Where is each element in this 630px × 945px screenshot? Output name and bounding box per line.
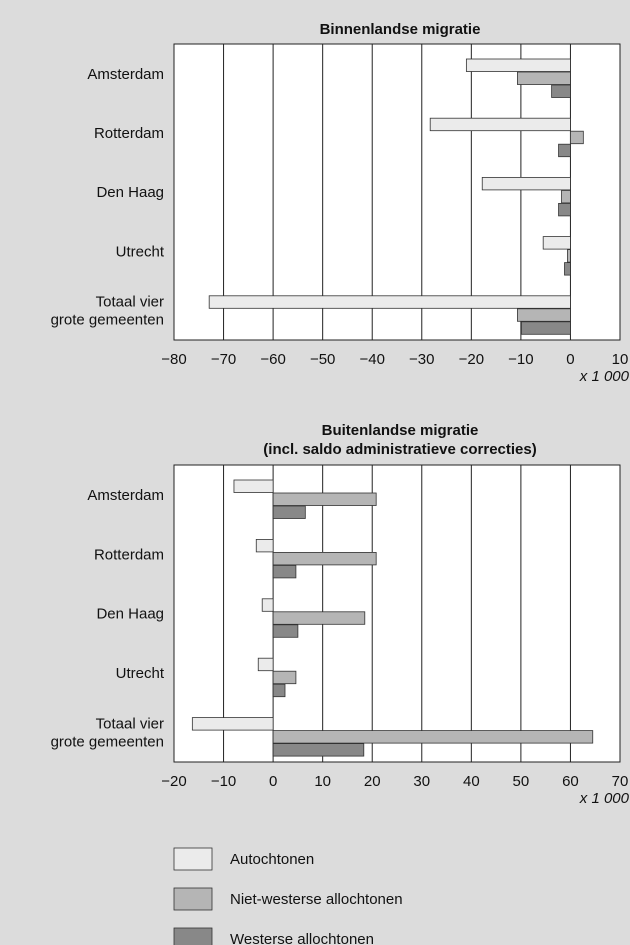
bar [261,598,274,612]
plot-area [174,44,620,340]
bar [272,730,594,744]
x-tick-label: −10 [508,351,533,368]
bar [564,262,571,276]
bar [233,479,274,493]
chart-title: Binnenlandse migratie [320,21,481,38]
bar [272,492,377,506]
bar [517,308,571,322]
x-unit: x 1 000 [579,790,630,807]
legend-swatch [173,927,213,945]
x-tick-label: −20 [161,773,186,790]
bar [551,84,571,98]
bar [257,657,274,672]
category-label: Den Haag [96,606,164,623]
bar [272,743,365,757]
bar [272,624,299,638]
x-tick-label: 50 [513,773,530,790]
x-tick-label: 40 [463,773,480,790]
bar [517,71,571,85]
category-label: Amsterdam [87,487,164,504]
category-label: Utrecht [116,665,165,682]
plot-border [173,43,621,341]
x-tick-label: 0 [566,351,574,368]
category-label: Amsterdam [87,66,164,83]
bar [272,611,366,625]
bar [558,202,571,217]
bar [272,505,306,519]
x-tick-label: 30 [413,773,430,790]
bar [481,176,571,191]
category-label: Rotterdam [94,546,164,563]
x-tick-label: 10 [314,773,331,790]
legend-label: Niet-westerse allochtonen [230,891,403,908]
bar [542,236,571,250]
bar [255,539,274,553]
plot-area [174,465,620,762]
category-label: Totaal vier grote gemeenten [51,715,164,750]
bar [208,295,571,309]
x-tick-label: −70 [211,351,236,368]
legend-label: Autochtonen [230,851,314,868]
x-tick-label: −80 [161,351,186,368]
x-tick-label: −20 [459,351,484,368]
plot-border [173,464,621,763]
bar [429,117,571,132]
x-tick-label: −30 [409,351,434,368]
x-tick-label: 70 [612,773,629,790]
x-tick-label: −10 [211,773,236,790]
category-label: Den Haag [96,184,164,201]
x-tick-label: −50 [310,351,335,368]
x-tick-label: 10 [612,351,629,368]
bar [191,717,274,731]
category-label: Rotterdam [94,125,164,142]
x-tick-label: −40 [359,351,384,368]
bar [558,143,571,158]
category-label: Totaal vier grote gemeenten [51,294,164,329]
legend-label: Westerse allochtonen [230,931,374,945]
bar [272,565,297,579]
legend-swatch [173,887,213,911]
x-tick-label: 20 [364,773,381,790]
bar [567,249,571,263]
bar [465,58,571,72]
category-label: Utrecht [116,243,165,260]
x-tick-label: −60 [260,351,285,368]
bar [570,130,584,145]
chart-subtitle: (incl. saldo administratieve correcties) [263,441,536,458]
x-unit: x 1 000 [579,368,630,385]
bar [272,670,297,685]
x-tick-label: 0 [269,773,277,790]
legend-swatch [173,847,213,871]
bar [520,321,571,335]
bar [272,683,286,698]
bar [561,189,571,204]
bar [272,552,377,566]
x-tick-label: 60 [562,773,579,790]
chart-title: Buitenlandse migratie [322,422,479,439]
